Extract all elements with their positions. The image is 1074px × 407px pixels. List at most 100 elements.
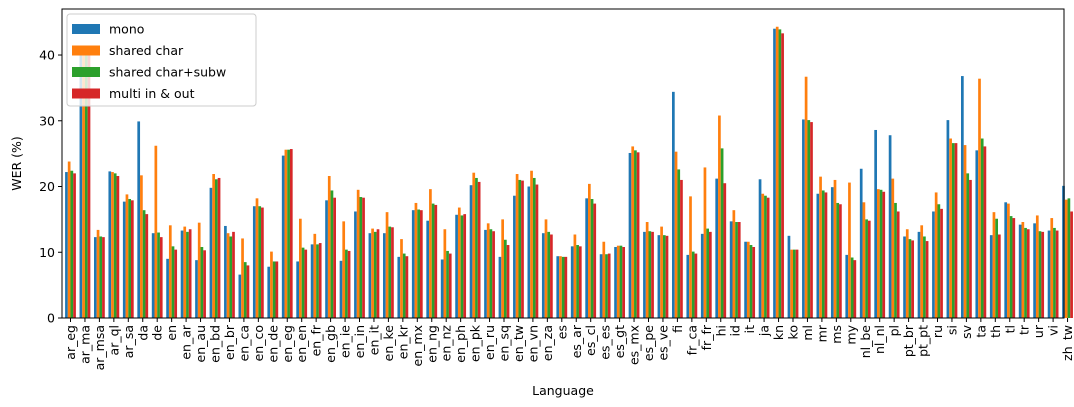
bar-shared-char-hi bbox=[718, 115, 721, 318]
bar-shared-char-subw-tr bbox=[1024, 227, 1027, 318]
x-axis: ar_eg ar_ma ar_msa ar_ql ar_sa da de en en_ar en_… bbox=[63, 318, 1074, 370]
bar-multi-in-out-ar-sa bbox=[131, 200, 134, 318]
bar-shared-char-nl-nl bbox=[877, 189, 880, 318]
bar-mono-tl bbox=[1004, 202, 1008, 318]
bar-shared-char-subw-es bbox=[561, 256, 565, 318]
bar-mono-ar-ma bbox=[79, 55, 83, 319]
bar-mono-pl bbox=[888, 135, 892, 318]
bar-multi-in-out-en-nz bbox=[448, 253, 452, 318]
bar-multi-in-out-mr bbox=[824, 192, 828, 318]
x-tick-label-en-ru: en_ru bbox=[482, 325, 497, 360]
bar-shared-char-en-pk bbox=[472, 172, 476, 318]
bar-mono-en-nz bbox=[440, 259, 444, 318]
x-tick-label-id: id bbox=[728, 325, 743, 336]
bar-shared-char-subw-en-vn bbox=[532, 177, 536, 318]
x-tick-label-en-pk: en_pk bbox=[468, 324, 483, 362]
y-tick-label: 10 bbox=[39, 245, 55, 260]
bar-multi-in-out-es-ve bbox=[665, 235, 669, 318]
bar-shared-char-en-kr bbox=[400, 239, 403, 318]
x-tick-label-da: da bbox=[135, 325, 150, 341]
bar-shared-char-es-ar bbox=[573, 234, 577, 318]
x-tick-label-en-en: en_en bbox=[294, 325, 309, 362]
bar-multi-in-out-en-ph bbox=[463, 214, 467, 318]
bar-shared-char-subw-pt-pt bbox=[923, 236, 926, 318]
x-tick-label-ar-eg: ar_eg bbox=[63, 325, 78, 360]
bar-shared-char-pt-br bbox=[905, 229, 909, 318]
bar-mono-es-cl bbox=[585, 198, 588, 318]
bar-shared-char-en-ng bbox=[429, 189, 432, 318]
bar-shared-char-subw-es-ar bbox=[576, 245, 579, 318]
x-tick-label-en-de: en_de bbox=[265, 325, 280, 363]
bar-mono-ar-sa bbox=[122, 201, 126, 318]
x-tick-label-en-ke: en_ke bbox=[381, 325, 396, 362]
bar-mono-en-mx bbox=[411, 210, 415, 318]
legend-swatch bbox=[72, 24, 100, 34]
legend-swatch bbox=[72, 45, 100, 56]
bar-shared-char-subw-es-gt bbox=[619, 245, 623, 318]
bar-shared-char-subw-kn bbox=[778, 29, 782, 318]
bar-shared-char-subw-de bbox=[157, 232, 160, 318]
bar-multi-in-out-ur bbox=[1041, 231, 1045, 318]
bar-shared-char-ml bbox=[804, 76, 808, 318]
x-tick-label-en-vn: en_vn bbox=[525, 325, 540, 362]
bar-multi-in-out-th bbox=[998, 234, 1001, 318]
bar-mono-es-mx bbox=[628, 152, 632, 318]
bar-multi-in-out-en bbox=[174, 249, 178, 318]
bar-mono-da bbox=[137, 121, 141, 318]
bar-mono-en-it bbox=[368, 233, 372, 318]
x-tick-label-en-ph: en_ph bbox=[453, 325, 468, 363]
bar-mono-en-ng bbox=[426, 220, 430, 318]
bar-shared-char-subw-es-mx bbox=[634, 150, 637, 318]
bar-shared-char-subw-my bbox=[850, 257, 854, 318]
x-tick-label-en-br: en_br bbox=[222, 324, 237, 360]
bar-mono-fi bbox=[672, 91, 675, 318]
bar-shared-char-en-tw bbox=[515, 174, 519, 318]
bar-shared-char-my bbox=[848, 182, 851, 318]
bar-multi-in-out-en-eg bbox=[289, 149, 293, 318]
bar-mono-es-es bbox=[599, 254, 603, 318]
bar-shared-char-kn bbox=[775, 26, 779, 318]
bar-shared-char-ar-msa bbox=[96, 229, 100, 318]
x-tick-label-ru: ru bbox=[930, 325, 945, 338]
bar-mono-ml bbox=[802, 119, 805, 318]
x-tick-label-es-mx: es_mx bbox=[627, 325, 642, 365]
bar-shared-char-subw-nl-nl bbox=[879, 189, 883, 318]
x-tick-label-zh-tw: zh_tw bbox=[1060, 325, 1074, 361]
bar-mono-vi bbox=[1047, 230, 1051, 318]
bar-multi-in-out-ms bbox=[839, 204, 842, 318]
bar-multi-in-out-ta bbox=[983, 146, 987, 318]
bar-multi-in-out-en-au bbox=[203, 250, 206, 318]
bar-shared-char-subw-it bbox=[749, 245, 753, 318]
bar-shared-char-subw-vi bbox=[1053, 227, 1056, 318]
bar-shared-char-subw-ms bbox=[836, 202, 840, 318]
bar-multi-in-out-fr-ca bbox=[694, 253, 698, 318]
bar-shared-char-si bbox=[949, 138, 952, 318]
x-tick-label-ko: ko bbox=[786, 325, 801, 339]
x-tick-label-es-ar: es_ar bbox=[569, 324, 584, 358]
bar-shared-char-subw-ar-msa bbox=[99, 236, 103, 318]
x-tick-label-en-co: en_co bbox=[251, 325, 266, 361]
bar-shared-char-zh-tw bbox=[1064, 199, 1068, 318]
bar-shared-char-en-ca bbox=[241, 238, 244, 318]
bar-multi-in-out-en-ar bbox=[188, 229, 192, 318]
bar-mono-id bbox=[729, 221, 733, 318]
bar-shared-char-en-ph bbox=[457, 207, 461, 318]
bar-shared-char-subw-en-pk bbox=[475, 177, 478, 318]
bar-mono-en-tw bbox=[513, 195, 516, 318]
bar-shared-char-en-za bbox=[544, 219, 548, 318]
bar-mono-hi bbox=[715, 178, 719, 318]
x-tick-label-ja: ja bbox=[757, 325, 772, 337]
bar-shared-char-en-it bbox=[371, 228, 374, 318]
bar-mono-ta bbox=[975, 150, 979, 318]
x-tick-label-en-ca: en_ca bbox=[236, 325, 251, 361]
bar-mono-en-kr bbox=[397, 256, 401, 318]
bar-multi-in-out-es-gt bbox=[622, 247, 625, 318]
y-tick-label: 0 bbox=[47, 311, 55, 326]
bar-shared-char-subw-es-pe bbox=[648, 231, 652, 318]
bar-shared-char-fr-ca bbox=[689, 196, 692, 318]
y-axis-label: WER (%) bbox=[9, 136, 24, 191]
x-tick-label-it: it bbox=[742, 325, 757, 333]
bar-mono-en-gb bbox=[325, 200, 328, 318]
x-tick-label-es-gt: es_gt bbox=[612, 325, 627, 358]
legend-box bbox=[66, 13, 257, 107]
